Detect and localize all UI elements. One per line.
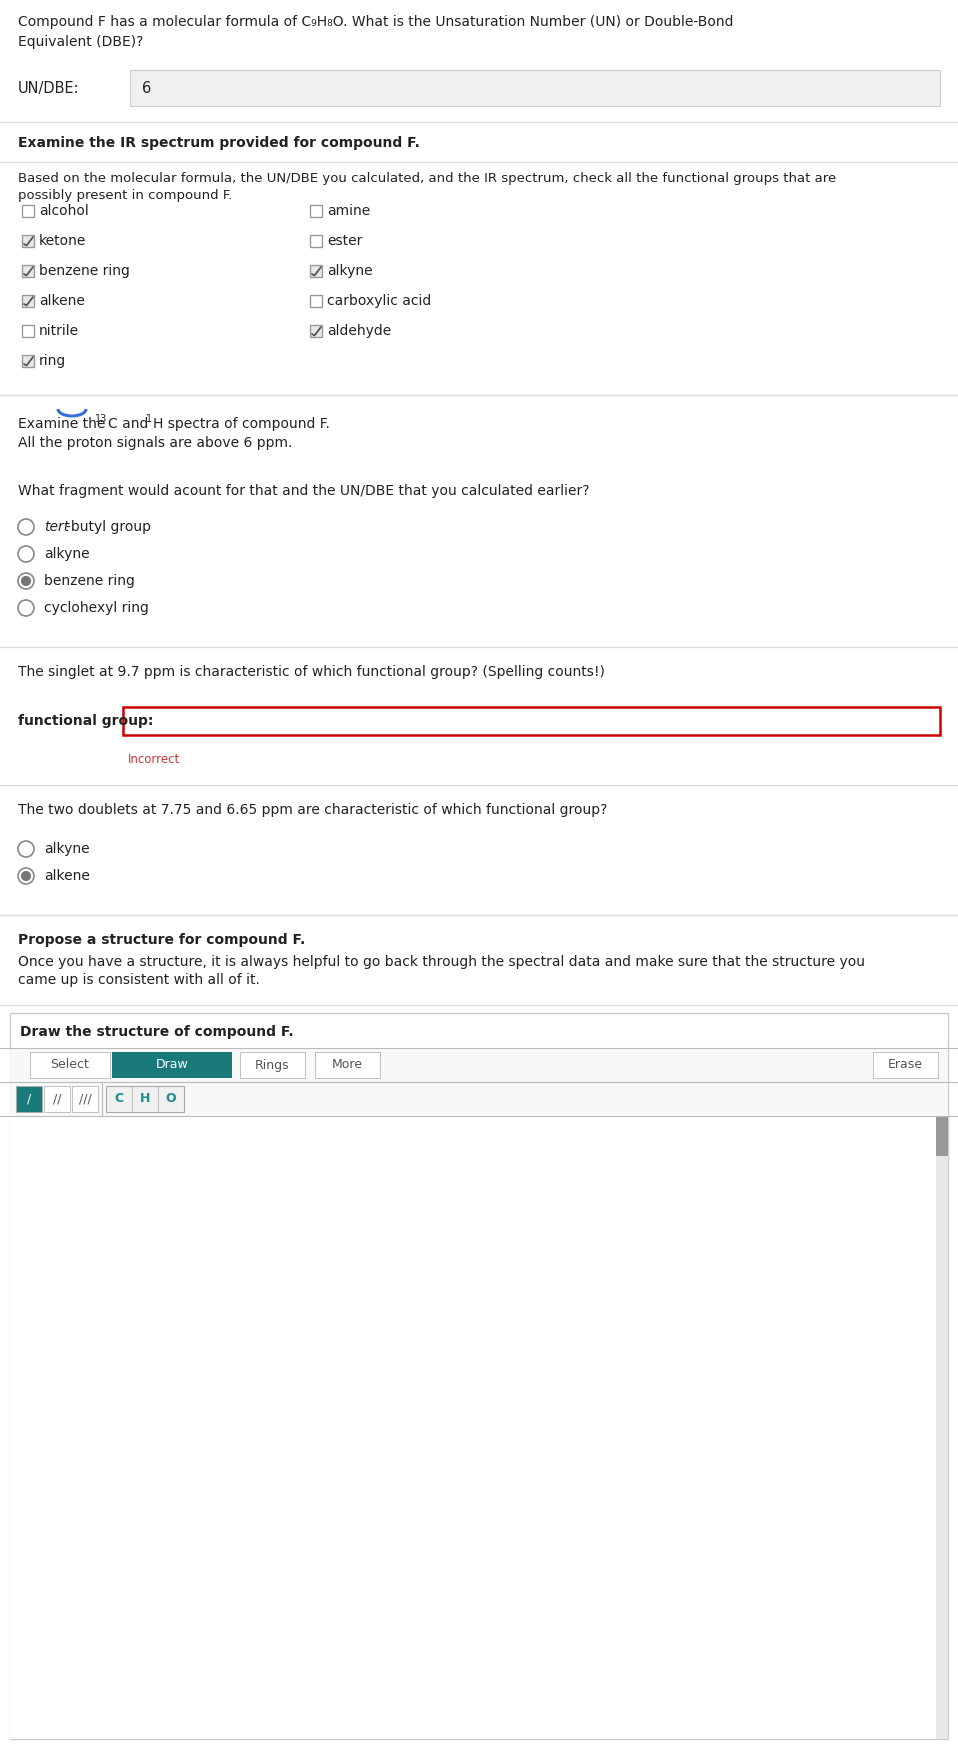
FancyBboxPatch shape [123,708,940,735]
Text: carboxylic acid: carboxylic acid [327,293,431,307]
Text: ester: ester [327,234,362,248]
Text: //: // [53,1092,61,1106]
Text: H spectra of compound F.: H spectra of compound F. [153,418,330,432]
Text: Compound F has a molecular formula of C₉H₈O. What is the Unsaturation Number (UN: Compound F has a molecular formula of C₉… [18,16,734,30]
Text: benzene ring: benzene ring [44,575,135,589]
Text: -butyl group: -butyl group [66,521,151,535]
FancyBboxPatch shape [936,1116,948,1738]
FancyBboxPatch shape [310,295,322,307]
Text: Examine the: Examine the [18,418,110,432]
Text: benzene ring: benzene ring [39,264,130,278]
Text: What fragment would acount for that and the UN/DBE that you calculated earlier?: What fragment would acount for that and … [18,484,589,498]
FancyBboxPatch shape [310,266,322,278]
Text: All the proton signals are above 6 ppm.: All the proton signals are above 6 ppm. [18,437,292,451]
Text: UN/DBE:: UN/DBE: [18,80,80,96]
Text: alkyne: alkyne [327,264,373,278]
FancyBboxPatch shape [240,1052,305,1078]
Text: Draw the structure of compound F.: Draw the structure of compound F. [20,1025,293,1039]
Text: Erase: Erase [888,1059,923,1071]
Text: More: More [332,1059,363,1071]
FancyBboxPatch shape [44,1087,70,1113]
FancyBboxPatch shape [112,1052,232,1078]
Text: O: O [166,1092,176,1106]
Text: 6: 6 [142,80,151,96]
Text: tert: tert [44,521,69,535]
FancyBboxPatch shape [10,1013,948,1738]
FancyBboxPatch shape [22,204,34,217]
FancyBboxPatch shape [72,1087,98,1113]
Text: alcohol: alcohol [39,204,89,218]
FancyBboxPatch shape [873,1052,938,1078]
Text: C and: C and [108,418,152,432]
FancyBboxPatch shape [10,1116,936,1738]
Text: The two doublets at 7.75 and 6.65 ppm are characteristic of which functional gro: The two doublets at 7.75 and 6.65 ppm ar… [18,804,607,818]
FancyBboxPatch shape [315,1052,380,1078]
FancyBboxPatch shape [22,295,34,307]
Text: amine: amine [327,204,370,218]
Text: ketone: ketone [39,234,86,248]
FancyBboxPatch shape [936,1116,948,1157]
Text: functional group:: functional group: [18,715,153,728]
Text: Draw: Draw [155,1059,189,1071]
FancyBboxPatch shape [310,236,322,246]
FancyBboxPatch shape [22,266,34,278]
Text: came up is consistent with all of it.: came up is consistent with all of it. [18,973,260,987]
FancyBboxPatch shape [130,70,940,107]
Text: Incorrect: Incorrect [128,753,180,765]
Text: Based on the molecular formula, the UN/DBE you calculated, and the IR spectrum, : Based on the molecular formula, the UN/D… [18,171,836,185]
Text: possibly present in compound F.: possibly present in compound F. [18,189,233,203]
Text: Rings: Rings [255,1059,290,1071]
Text: C: C [114,1092,124,1106]
FancyBboxPatch shape [22,355,34,367]
Text: Equivalent (DBE)?: Equivalent (DBE)? [18,35,144,49]
Text: alkyne: alkyne [44,547,90,561]
Text: alkene: alkene [39,293,85,307]
Text: alkene: alkene [44,868,90,882]
Text: Propose a structure for compound F.: Propose a structure for compound F. [18,933,306,947]
Circle shape [22,577,31,585]
Text: aldehyde: aldehyde [327,323,391,337]
Text: ///: /// [79,1092,91,1106]
Circle shape [22,872,31,880]
FancyBboxPatch shape [106,1087,184,1113]
FancyBboxPatch shape [22,236,34,246]
FancyBboxPatch shape [16,1087,42,1113]
FancyBboxPatch shape [310,325,322,337]
Text: 13: 13 [95,414,107,425]
Text: H: H [140,1092,150,1106]
FancyBboxPatch shape [10,1081,948,1116]
Text: alkyne: alkyne [44,842,90,856]
Text: Once you have a structure, it is always helpful to go back through the spectral : Once you have a structure, it is always … [18,956,865,970]
FancyBboxPatch shape [310,204,322,217]
FancyBboxPatch shape [22,325,34,337]
Text: cyclohexyl ring: cyclohexyl ring [44,601,148,615]
Text: 1: 1 [146,414,152,425]
FancyBboxPatch shape [10,1048,948,1081]
Text: Select: Select [51,1059,89,1071]
Text: /: / [27,1092,31,1106]
Text: Examine the IR spectrum provided for compound F.: Examine the IR spectrum provided for com… [18,136,420,150]
Text: ring: ring [39,355,66,369]
Text: The singlet at 9.7 ppm is characteristic of which functional group? (Spelling co: The singlet at 9.7 ppm is characteristic… [18,666,604,680]
FancyBboxPatch shape [30,1052,110,1078]
Text: nitrile: nitrile [39,323,80,337]
